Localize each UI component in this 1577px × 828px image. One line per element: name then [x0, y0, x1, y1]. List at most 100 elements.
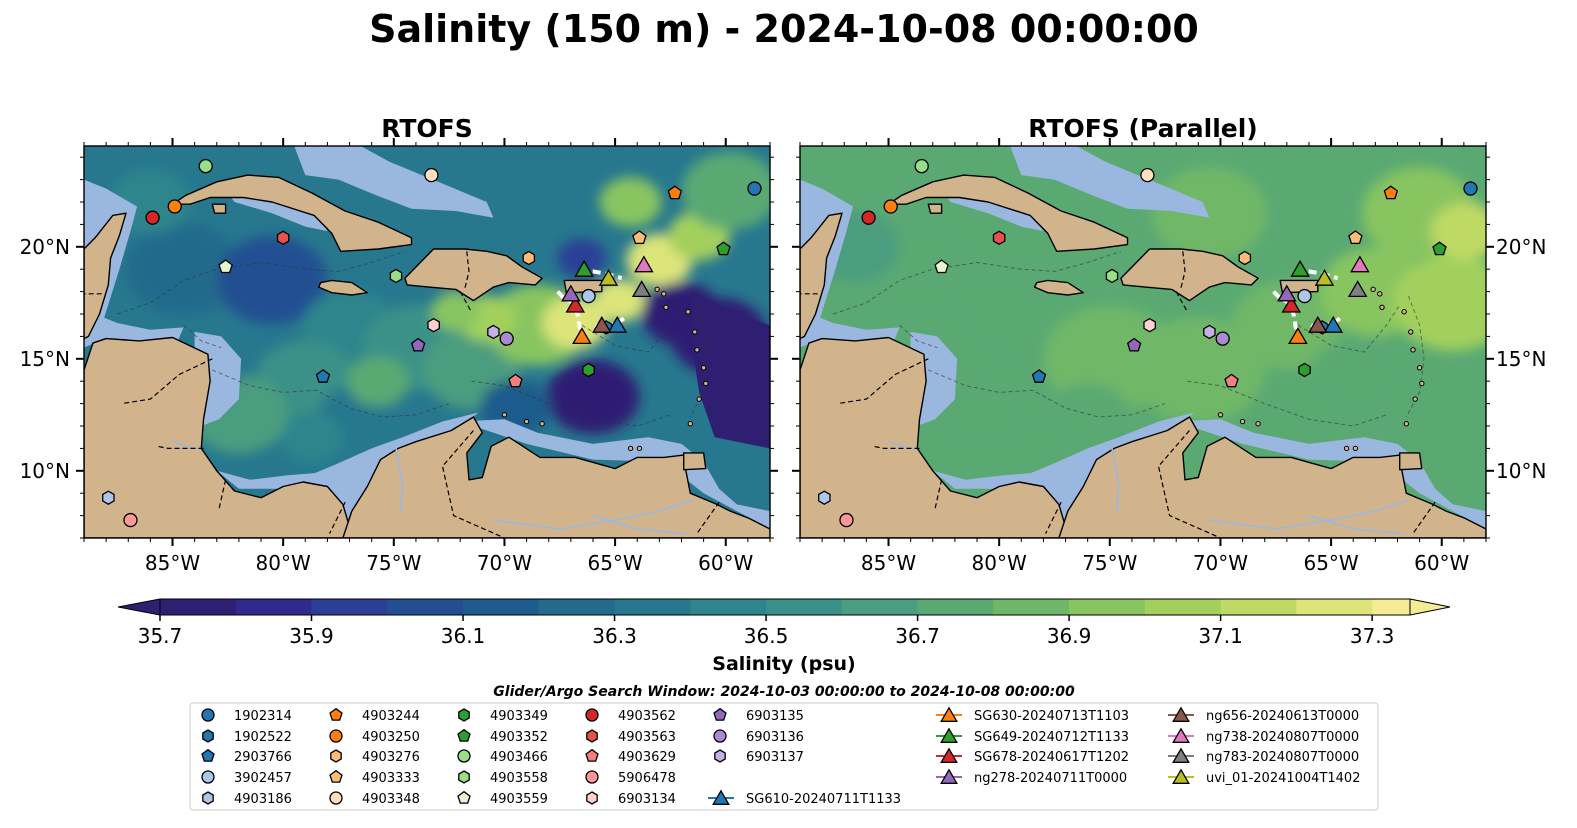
marker-ng783-20240807T0000 — [1347, 280, 1368, 298]
y-tick-label-left: 15°N — [20, 347, 70, 371]
panel-title-rtofs-parallel: RTOFS (Parallel) — [1028, 114, 1257, 143]
legend-item: 4903348 — [329, 791, 420, 807]
legend-item: SG610-20240711T1133 — [708, 789, 901, 807]
marker-4903186 — [102, 490, 115, 505]
legend-marker — [586, 729, 598, 743]
legend-item: ng278-20240711T0000 — [936, 768, 1127, 786]
marker-5906478 — [839, 512, 854, 528]
legend-item: 6903135 — [713, 707, 804, 724]
colorbar-segment — [1220, 599, 1297, 615]
y-tick-label-right: 20°N — [1496, 235, 1546, 259]
panel-title-rtofs: RTOFS — [381, 114, 473, 143]
legend-marker — [712, 789, 730, 805]
colorbar-segment — [1144, 599, 1222, 615]
legend-item: 4903558 — [458, 770, 548, 786]
colorbar-tick-label: 35.9 — [289, 624, 334, 648]
legend-item: 4903349 — [458, 708, 548, 724]
legend-item: 4903563 — [586, 729, 676, 745]
marker-4903558 — [1105, 268, 1119, 284]
legend-item: 4903352 — [457, 728, 548, 745]
colorbar-tick-label: 36.1 — [441, 624, 486, 648]
marker-1902314 — [1463, 181, 1478, 196]
marker-uvi_01-20241004T1402 — [1314, 268, 1335, 286]
marker-4903349 — [1298, 362, 1311, 378]
x-tick-label: 70°W — [1193, 551, 1248, 575]
legend-marker — [940, 727, 958, 743]
legend-item: 4903562 — [585, 708, 676, 724]
legend-label: 3902457 — [234, 771, 292, 786]
marker-4903562 — [145, 210, 160, 225]
marker-ng738-20240807T0000 — [634, 255, 654, 273]
legend-marker — [201, 770, 215, 784]
legend-item: SG630-20240713T1103 — [936, 706, 1129, 724]
marker-6903136 — [1215, 331, 1230, 346]
legend-box — [189, 702, 1379, 811]
legend-label: SG649-20240712T1133 — [974, 730, 1129, 745]
marker-4903629 — [1224, 373, 1239, 388]
legend-label: ng656-20240613T0000 — [1206, 709, 1359, 724]
legend-item: ng783-20240807T0000 — [1168, 747, 1359, 765]
marker-uvi_01-20241004T1402 — [598, 268, 619, 286]
y-tick-label-right: 15°N — [1496, 347, 1546, 371]
legend-marker — [329, 769, 343, 783]
legend-marker — [713, 707, 727, 721]
search-window-label: Glider/Argo Search Window: 2024-10-03 00… — [493, 684, 1075, 700]
legend-label: ng783-20240807T0000 — [1206, 750, 1359, 765]
legend-marker — [329, 729, 343, 743]
legend-marker — [940, 706, 958, 722]
legend-label: 4903559 — [490, 792, 548, 807]
legend-item: 4903276 — [330, 749, 420, 765]
colorbar-segment — [614, 599, 691, 615]
legend-item: 3902457 — [201, 770, 292, 786]
legend-label: 6903136 — [746, 730, 804, 745]
marker-4903558 — [389, 268, 403, 284]
legend-marker — [1172, 706, 1190, 722]
colorbar: 35.7 35.9 36.1 36.3 36.5 36.7 36.9 37.1 37.3 — [117, 598, 1451, 648]
legend-label: SG610-20240711T1133 — [746, 792, 901, 807]
legend-marker — [201, 748, 215, 762]
legend-marker — [457, 790, 471, 804]
colorbar-segment — [766, 599, 843, 615]
legend-label: 4903276 — [362, 750, 420, 765]
marker-4903349 — [582, 362, 595, 378]
marker-4903244 — [1383, 185, 1399, 200]
marker-4903348 — [1140, 167, 1155, 183]
latitude-axis: 10°N 10°N 15°N 15°N 20°N 20°N — [20, 235, 1547, 483]
marker-ng738-20240807T0000 — [1350, 255, 1370, 273]
legend-item: SG678-20240617T1202 — [936, 747, 1129, 765]
legend-label: 4903348 — [362, 792, 420, 807]
marker-ng278-20240711T0000 — [1277, 284, 1297, 302]
legend-label: 4903563 — [618, 730, 676, 745]
colorbar-segment — [1069, 599, 1146, 615]
marker-4903562 — [861, 210, 876, 225]
legend-marker — [457, 728, 471, 742]
legend-label: 4903562 — [618, 709, 676, 724]
colorbar-tick-label: 36.5 — [744, 624, 789, 648]
marker-4903276 — [1238, 250, 1252, 266]
marker-4903563 — [992, 230, 1006, 246]
marker-SG678-20240617T1202 — [565, 295, 586, 313]
legend-label: 4903250 — [362, 730, 420, 745]
x-tick-label: 60°W — [1414, 551, 1469, 575]
marker-4903250 — [883, 199, 898, 214]
marker-ng783-20240807T0000 — [631, 280, 652, 298]
marker-ng656-20240613T0000 — [1308, 315, 1328, 333]
legend-item: 5906478 — [585, 770, 676, 786]
x-tick-label: 65°W — [1303, 551, 1358, 575]
marker-1902314 — [747, 181, 762, 196]
legend-label: uvi_01-20241004T1402 — [1206, 771, 1360, 786]
legend-marker — [714, 749, 726, 763]
legend-label: 6903134 — [618, 792, 676, 807]
legend-item: 1902522 — [202, 729, 292, 745]
legend: 1902314 1902522 2903766 3902457 4903186 49032… — [201, 706, 1360, 807]
marker-6903137 — [487, 324, 500, 340]
legend-label: SG678-20240617T1202 — [974, 750, 1129, 765]
legend-label: 4903244 — [362, 709, 420, 724]
marker-ng278-20240711T0000 — [561, 284, 581, 302]
legend-item: 4903629 — [585, 748, 676, 765]
marker-2903766 — [315, 369, 331, 383]
marker-4903563 — [276, 230, 290, 246]
legend-item: ng738-20240807T0000 — [1168, 727, 1359, 745]
legend-item: 4903559 — [457, 790, 548, 807]
y-tick-label-left: 20°N — [20, 235, 70, 259]
